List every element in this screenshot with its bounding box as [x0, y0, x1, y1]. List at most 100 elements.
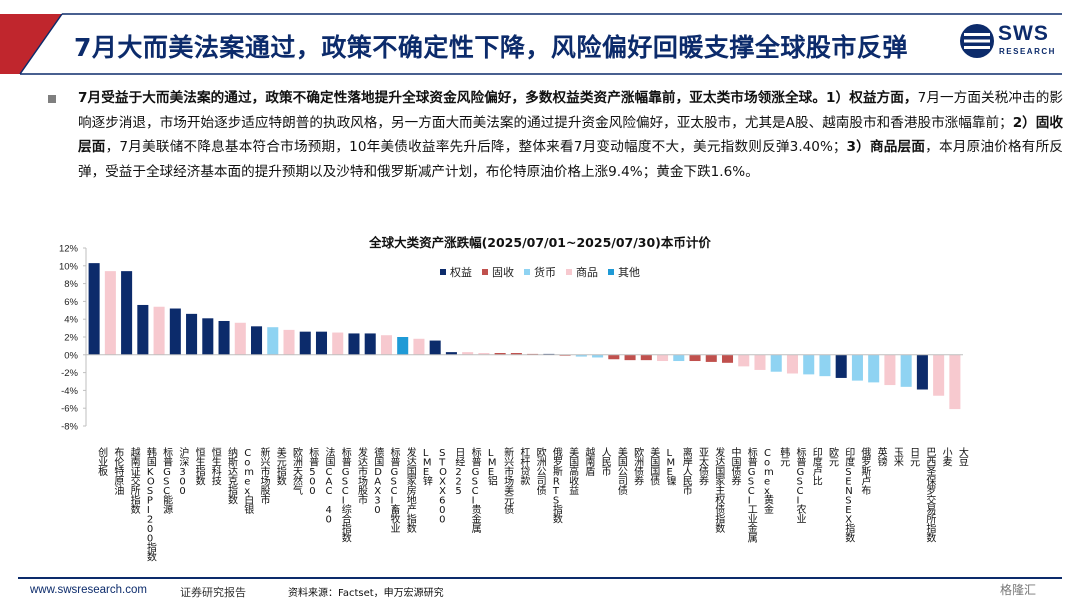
y-tick-label-0: 12% — [59, 244, 79, 255]
y-tick-label-1: 10% — [59, 261, 79, 272]
legend-label-4: 其他 — [618, 266, 640, 279]
summary-equity-text: 7月一方面关税冲击的影响逐步消退，市场开始逐步适应特朗普的执政风格，另一方面大而… — [78, 90, 1063, 131]
bar-20 — [413, 338, 425, 355]
x-category-label-45: 欧元 — [829, 447, 839, 469]
x-category-label-15: 标普 G S C I 综合指数 — [342, 447, 352, 545]
x-category-label-16: 发达市场股市 — [358, 446, 368, 507]
legend-swatch-0 — [440, 269, 446, 275]
x-category-label-22: 日经 2 2 5 — [455, 448, 465, 497]
x-category-label-6: 恒生指数 — [196, 446, 206, 488]
slide-header: 7月大而美法案通过，政策不确定性下降，风险偏好回暖支撑全球股市反弹 SWS RE… — [0, 0, 1080, 80]
legend-label-0: 权益 — [450, 266, 472, 279]
bar-15 — [332, 332, 344, 355]
bar-16 — [348, 333, 360, 355]
summary-commodity-text: ，本月原油价格有所反弹，受益于全球经济基本面的提升预期以及沙特和俄罗斯减产计划，… — [78, 139, 1064, 180]
x-category-label-7: 恒生科技 — [212, 446, 222, 488]
bar-3 — [137, 304, 149, 355]
sws-logo: SWS RESEARCH — [958, 20, 1058, 64]
bar-51 — [916, 354, 928, 390]
x-category-label-49: 玉米 — [894, 448, 904, 469]
bar-53 — [949, 354, 961, 410]
legend-swatch-3 — [566, 269, 572, 275]
legend-label-1: 固收 — [492, 266, 514, 279]
legend-item-4: 其他 — [608, 264, 640, 280]
y-tick-label-6: 0% — [64, 350, 78, 361]
summary-paragraph: 7月受益于大而美法案的通过，政策不确定性落地提升全球资金风险偏好，多数权益类资产… — [78, 86, 1063, 184]
x-category-label-52: 小麦 — [943, 447, 953, 469]
x-category-label-8: 纳斯达克指数 — [228, 446, 238, 507]
legend-swatch-1 — [482, 269, 488, 275]
header-red-accent — [0, 14, 62, 74]
bar-49 — [884, 354, 896, 386]
y-tick-label-10: -8% — [61, 422, 78, 433]
bar-30 — [575, 354, 587, 357]
footer-website[interactable]: www.swsresearch.com — [30, 584, 147, 596]
x-category-label-31: 人民币 — [602, 447, 612, 478]
bar-2 — [121, 271, 133, 355]
bar-18 — [380, 335, 392, 355]
y-tick-label-3: 6% — [64, 297, 78, 308]
x-category-label-42: 韩元 — [780, 446, 790, 469]
x-category-label-30: 越南盾 — [585, 446, 595, 478]
bar-47 — [851, 354, 863, 381]
x-category-label-18: 标普 G S C I 畜牧业 — [390, 447, 400, 535]
bar-52 — [933, 354, 945, 396]
x-category-label-47: 俄罗斯卢布 — [861, 447, 871, 497]
summary-commodity-heading: 3）商品层面 — [846, 139, 926, 155]
x-category-label-13: 标普 5 0 0 — [309, 447, 319, 497]
x-category-label-33: 欧洲债券 — [634, 447, 644, 488]
bar-23 — [462, 352, 474, 355]
x-category-label-17: 德国 D A X 3 0 — [374, 446, 384, 516]
x-category-label-10: 新兴市场股市 — [261, 446, 271, 507]
x-category-label-46: 印度 S E N S E X 指数 — [845, 447, 855, 545]
x-category-label-51: 巴西圣保罗交易所指数 — [926, 447, 936, 545]
bar-44 — [803, 354, 815, 375]
x-category-label-4: 标普 G S C 能源 — [163, 447, 173, 516]
x-category-label-44: 印度卢比 — [813, 447, 823, 488]
bar-5 — [169, 308, 181, 355]
asset-returns-chart: 全球大类资产涨跌幅(2025/07/01~2025/07/30)本币计价 权益 固… — [0, 230, 1080, 575]
legend-item-3: 商品 — [566, 264, 598, 280]
x-category-label-32: 美国公司债 — [618, 446, 628, 497]
bar-0 — [88, 263, 100, 355]
bar-32 — [608, 354, 620, 360]
x-category-label-23: 标普 G S C I 贵金属 — [472, 447, 482, 535]
x-category-label-19: 发达国家房地产指数 — [407, 446, 417, 535]
bar-25 — [494, 353, 506, 355]
x-category-label-25: 新兴市场美元债 — [504, 446, 514, 516]
bar-50 — [900, 354, 912, 387]
bar-40 — [738, 354, 750, 367]
x-category-label-38: 发达国家主权债指数 — [715, 446, 725, 535]
footer-watermark: 格隆汇 — [1000, 583, 1037, 597]
bar-13 — [299, 331, 311, 355]
x-category-label-48: 英镑 — [878, 446, 888, 469]
summary-lead: 7月受益于大而美法案的通过，政策不确定性落地提升全球资金风险偏好，多数权益类资产… — [78, 90, 918, 106]
legend-swatch-4 — [608, 269, 614, 275]
bar-19 — [397, 337, 409, 355]
bar-7 — [202, 318, 214, 355]
bar-48 — [868, 354, 880, 383]
x-category-label-39: 中国债券 — [732, 446, 742, 488]
x-category-label-43: 标普 G S C I 农业 — [796, 447, 806, 526]
legend-item-1: 固收 — [482, 264, 514, 280]
bar-39 — [721, 354, 734, 363]
y-tick-label-8: -4% — [61, 386, 78, 397]
chart-legend: 权益 固收 货币 商品 其他 — [440, 264, 650, 280]
bar-38 — [705, 354, 717, 362]
bar-11 — [267, 327, 279, 355]
header-banner-shape — [0, 13, 1062, 75]
bar-22 — [445, 352, 457, 355]
bar-6 — [186, 313, 198, 355]
bar-46 — [835, 354, 847, 378]
summary-fixed-text: ，7月美联储不降息基本符合市场预期，10年美债收益率先升后降，整体来看7月变动幅… — [105, 139, 847, 155]
footer-divider — [18, 577, 1062, 579]
bar-14 — [315, 331, 328, 355]
x-category-label-34: 美国国债 — [650, 446, 660, 488]
x-category-label-11: 美元指数 — [277, 446, 287, 488]
x-category-label-36: 离岸人民币 — [683, 446, 693, 497]
